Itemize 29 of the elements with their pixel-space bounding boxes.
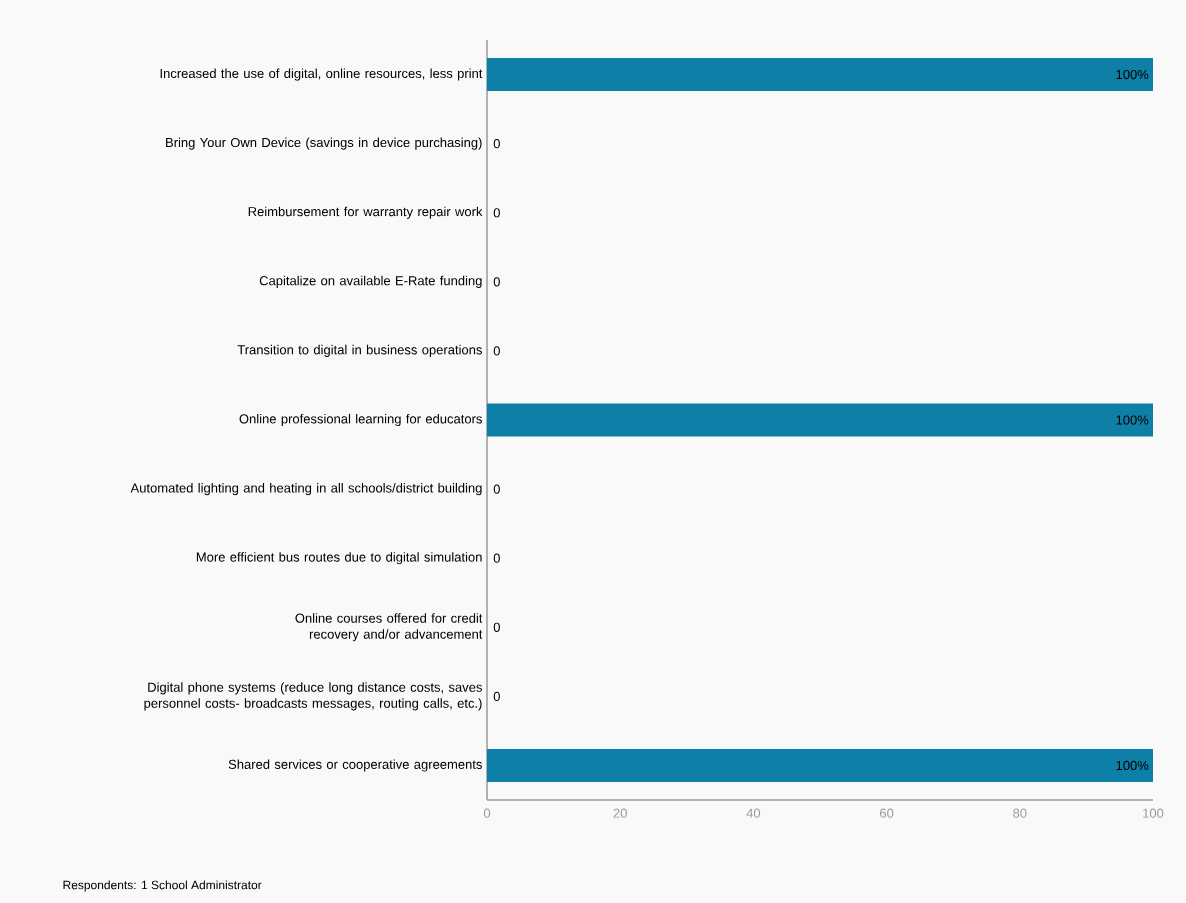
x-tick-label: 100 — [1143, 808, 1164, 818]
data-label: 0 — [493, 691, 500, 701]
y-tick-label: Bring Your Own Device (savings in device purchasing) — [166, 137, 482, 150]
y-tick-label: Automated lighting and heating in all schools/district building — [130, 483, 482, 496]
data-label: 100% — [1116, 69, 1149, 80]
y-tick-label: Increased the use of digital, online resources, less print — [160, 68, 483, 81]
data-label: 0 — [493, 484, 500, 494]
data-label: 100% — [1116, 415, 1149, 425]
y-tick-label: Reimbursement for warranty repair work — [248, 206, 483, 219]
data-label: 0 — [493, 553, 500, 563]
text: Respondents: 1 School Administrator — [63, 880, 262, 892]
y-tick-label: Transition to digital in business operations — [237, 344, 482, 357]
x-tick-label: 40 — [746, 808, 761, 818]
data-label: 100% — [1116, 760, 1149, 771]
data-label: 0 — [493, 139, 500, 149]
data-label: 0 — [493, 208, 500, 218]
x-tick-label: 60 — [880, 808, 894, 818]
x-tick-label: 0 — [483, 808, 491, 818]
y-tick-label: Digital phone systems (reduce long distance costs, saves personnel costs- broadcasts messages, routing calls, etc.) — [144, 682, 482, 711]
data-label: 0 — [493, 622, 500, 632]
x-tick-label: 80 — [1013, 808, 1027, 818]
data-label: 0 — [493, 346, 500, 356]
y-tick-label: Online professional learning for educators — [239, 413, 482, 427]
y-tick-label: Capitalize on available E-Rate funding — [259, 275, 482, 288]
y-tick-label: Shared services or cooperative agreements — [228, 759, 482, 772]
y-tick-label: More efficient bus routes due to digital simulation — [196, 552, 482, 565]
x-tick-label: 20 — [613, 808, 627, 818]
y-tick-label: Online courses offered for credit recovery and/or advancement — [295, 613, 483, 642]
data-label: 0 — [493, 277, 500, 287]
